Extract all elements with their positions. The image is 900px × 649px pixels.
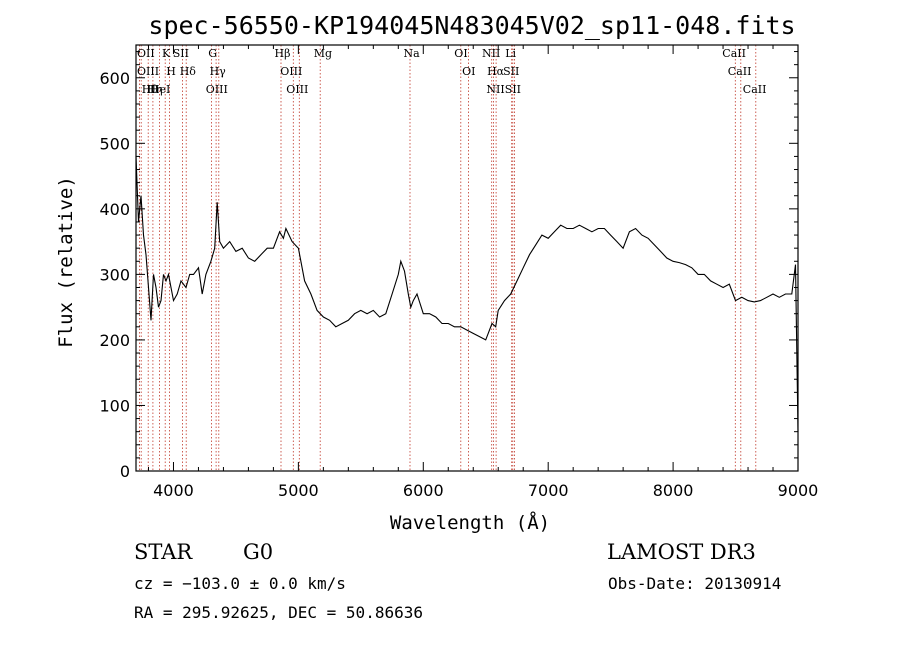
chart-title: spec-56550-KP194045N483045V02_sp11-048.f… — [148, 11, 795, 40]
marker-label: OI — [454, 47, 467, 60]
marker-label: NII — [482, 47, 500, 60]
marker-label: SII — [505, 83, 521, 96]
x-tick-label: 8000 — [653, 481, 694, 500]
marker-label: OIII — [280, 65, 302, 78]
redshift-text: cz = −103.0 ± 0.0 km/s — [134, 574, 346, 593]
marker-label: OII — [137, 47, 155, 60]
marker-label: Hη — [146, 83, 162, 96]
marker-label: Hθ — [142, 83, 159, 96]
object-subclass: G0 — [243, 540, 274, 564]
x-tick-label: 6000 — [403, 481, 444, 500]
x-tick-label: 4000 — [153, 481, 194, 500]
y-axis-ticks: 0 100 200 300 400 500 600 — [99, 51, 798, 481]
x-tick-label: 9000 — [778, 481, 819, 500]
y-tick-label: 0 — [120, 462, 130, 481]
object-class: STAR — [134, 540, 193, 564]
marker-label: Hβ — [275, 47, 291, 60]
marker-label: Hγ — [210, 65, 227, 78]
marker-label: Hα — [487, 65, 505, 78]
marker-label: OIII — [286, 83, 308, 96]
obs-date-text: Obs-Date: 20130914 — [608, 574, 782, 593]
survey-name: LAMOST DR3 — [607, 540, 756, 564]
marker-label: Li — [505, 47, 516, 60]
marker-label: H — [166, 65, 176, 78]
y-tick-label: 300 — [99, 265, 130, 284]
marker-label: HeI — [150, 83, 170, 96]
marker-label: SII — [503, 65, 519, 78]
marker-label: OIII — [137, 65, 159, 78]
marker-label: Hδ — [180, 65, 197, 78]
y-tick-label: 100 — [99, 396, 130, 415]
plot-frame — [135, 44, 799, 472]
marker-label: NII — [486, 83, 504, 96]
y-tick-label: 500 — [99, 134, 130, 153]
marker-label: OI — [462, 65, 475, 78]
marker-label: OIII — [206, 83, 228, 96]
y-tick-label: 400 — [99, 200, 130, 219]
x-axis-ticks: 4000 5000 6000 7000 8000 9000 — [147, 45, 819, 500]
x-axis-label: Wavelength (Å) — [390, 511, 550, 534]
marker-label: Mg — [314, 47, 332, 60]
y-tick-label: 200 — [99, 331, 130, 350]
marker-label: CaII — [722, 47, 746, 60]
coords-text: RA = 295.92625, DEC = 50.86636 — [134, 603, 423, 622]
marker-label: CaII — [728, 65, 752, 78]
marker-label: SII — [173, 47, 189, 60]
spectrum-line — [135, 156, 799, 432]
x-tick-label: 7000 — [528, 481, 569, 500]
y-axis-label: Flux (relative) — [55, 176, 77, 348]
marker-label: G — [208, 47, 217, 60]
y-tick-label: 600 — [99, 69, 130, 88]
x-tick-label: 5000 — [278, 481, 319, 500]
marker-label: CaII — [743, 83, 767, 96]
marker-lines — [138, 45, 757, 471]
marker-label: K — [162, 47, 171, 60]
marker-label: Na — [404, 47, 421, 60]
